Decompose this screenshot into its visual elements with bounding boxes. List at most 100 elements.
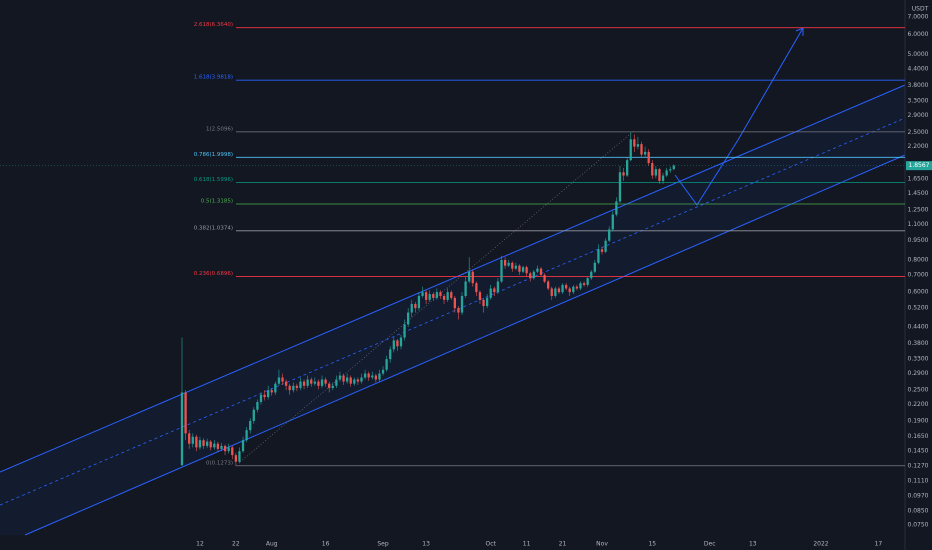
candle-body — [195, 436, 198, 448]
candle-body — [597, 249, 600, 263]
candle-body — [292, 385, 295, 391]
fib-level-label: 0.236(0.6896) — [194, 271, 233, 277]
candle-body — [252, 409, 255, 421]
candle-body — [281, 377, 284, 382]
candle-body — [493, 288, 496, 293]
y-tick-label: 0.0850 — [908, 507, 929, 514]
fib-level-label: 0.786(1.9998) — [194, 152, 233, 158]
candle-body — [572, 286, 575, 293]
candle-body — [245, 430, 248, 441]
candle-body — [213, 443, 216, 448]
candle-body — [338, 375, 342, 380]
candle-body — [227, 447, 230, 452]
candle-body — [561, 284, 564, 293]
candle-body — [460, 295, 464, 313]
y-tick-label: 1.6500 — [908, 175, 929, 182]
candle-body — [392, 340, 395, 350]
x-tick-label: 12 — [196, 541, 204, 548]
fib-level-label: 0.382(1.0374) — [194, 225, 233, 231]
candle-body — [238, 451, 241, 462]
x-tick-label: 15 — [648, 541, 656, 548]
candle-body — [629, 139, 632, 161]
price-unit: USDT — [912, 6, 929, 13]
candle-body — [485, 297, 489, 307]
candle-body — [256, 401, 259, 410]
candle-body — [367, 373, 370, 378]
candle-body — [647, 151, 650, 164]
candle-body — [446, 292, 449, 300]
candle-body — [263, 394, 266, 398]
candle-body — [274, 383, 277, 393]
candle-body — [554, 288, 557, 296]
candle-body — [582, 283, 586, 285]
candle-body — [277, 377, 281, 384]
candle-body — [414, 303, 417, 309]
candle-body — [643, 151, 647, 155]
candle-body — [654, 169, 658, 176]
candle-body — [389, 349, 392, 360]
candle-body — [640, 144, 643, 155]
candle-body — [223, 445, 227, 452]
y-tick-label: 0.9500 — [908, 237, 929, 244]
candle-body — [442, 295, 446, 300]
candle-body — [532, 271, 535, 279]
candle-body — [575, 286, 579, 289]
candle-body — [417, 295, 421, 309]
candle-body — [615, 201, 618, 215]
y-tick-label: 6.0000 — [908, 31, 929, 38]
candle-body — [464, 281, 467, 296]
channel-middle — [0, 117, 906, 506]
y-tick-label: 0.2900 — [908, 370, 929, 377]
candle-body — [500, 259, 503, 282]
candle-body — [328, 383, 331, 388]
candle-body — [267, 390, 270, 398]
y-tick-label: 0.0970 — [908, 493, 929, 500]
candle-body — [432, 294, 435, 298]
candle-body — [550, 288, 553, 296]
candle-body — [320, 379, 324, 386]
candle-body — [180, 392, 184, 466]
candle-body — [511, 262, 514, 269]
x-tick-label: Sep — [377, 541, 389, 548]
candle-body — [496, 281, 500, 293]
candle-body — [439, 292, 442, 296]
candle-body — [600, 249, 604, 252]
y-tick-label: 0.0750 — [908, 522, 929, 529]
x-tick-label: Nov — [596, 541, 608, 548]
candle-body — [407, 312, 410, 325]
candle-body — [310, 379, 313, 384]
candle-body — [525, 267, 528, 274]
y-tick-label: 2.2000 — [908, 143, 929, 150]
candle-body — [378, 373, 381, 380]
candle-body — [342, 375, 345, 382]
y-tick-label: 3.8000 — [908, 82, 929, 89]
candle-body — [284, 381, 288, 386]
candle-body — [514, 265, 518, 269]
candle-body — [295, 385, 299, 388]
candle-body — [658, 169, 661, 181]
candle-body — [489, 288, 492, 298]
candle-body — [234, 455, 238, 462]
candle-body — [220, 445, 223, 449]
candle-body — [590, 271, 593, 279]
candle-body — [205, 441, 209, 446]
x-tick-label: 11 — [523, 541, 531, 548]
y-tick-label: 0.1900 — [908, 417, 929, 424]
y-tick-label: 0.1450 — [908, 448, 929, 455]
y-tick-label: 0.8000 — [908, 256, 929, 263]
candle-body — [547, 281, 550, 289]
y-tick-label: 0.1110 — [908, 478, 929, 485]
candle-body — [557, 288, 561, 293]
candle-body — [608, 229, 611, 241]
last-price-badge — [906, 161, 932, 171]
candle-body — [270, 390, 273, 393]
fib-level-label: 1.618(3.9818) — [194, 75, 233, 81]
y-tick-label: 0.1270 — [908, 463, 929, 470]
candle-body — [335, 379, 338, 386]
y-tick-label: 3.3000 — [908, 98, 929, 105]
candle-body — [209, 441, 212, 448]
candle-body — [633, 139, 636, 147]
